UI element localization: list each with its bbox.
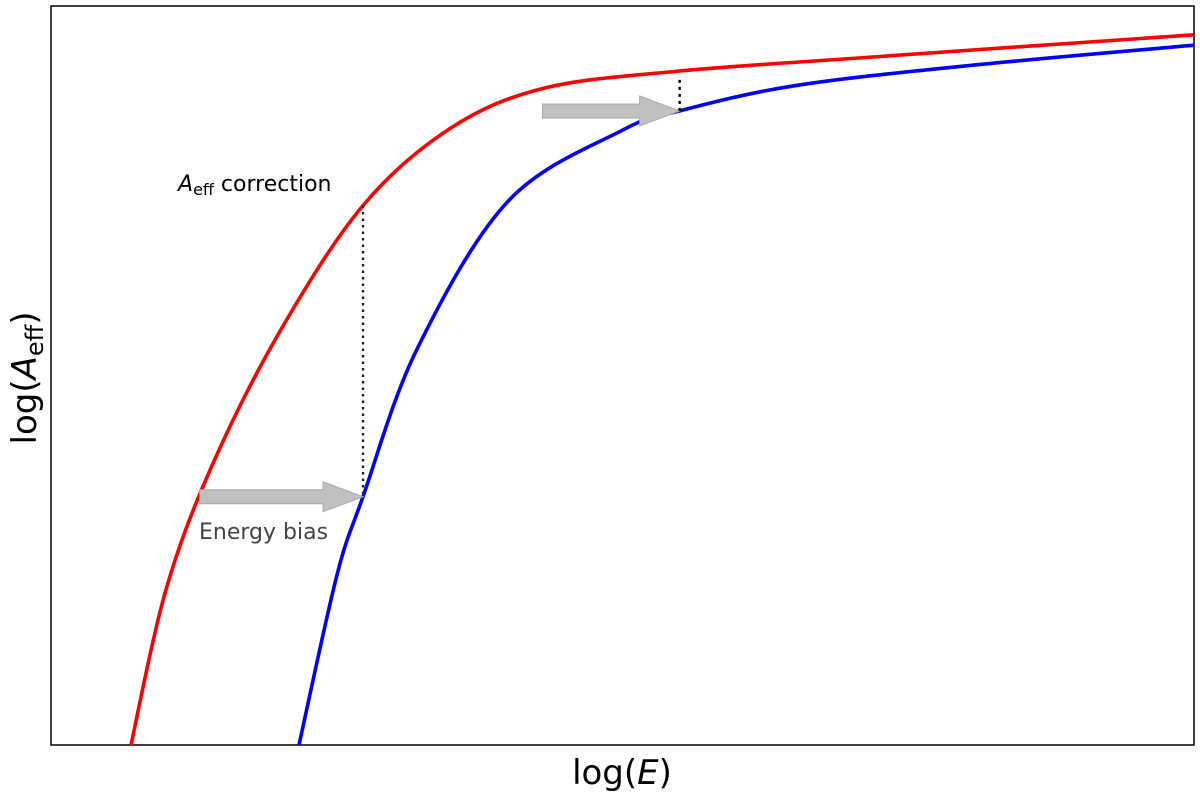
series-layer: [129, 33, 1194, 745]
annotation-layer: [199, 79, 682, 513]
aeff-correction-label: Aeff correction: [176, 172, 331, 199]
high-energy-shift-arrow: [541, 95, 682, 127]
series-line-true-energy: [129, 33, 1194, 745]
energy-bias-arrow: [199, 480, 365, 513]
series-line-reconstructed-energy: [297, 43, 1194, 745]
x-axis-label: log(E): [572, 753, 672, 793]
y-axis-label: log(Aeff): [5, 312, 49, 445]
energy-bias-label: Energy bias: [199, 520, 328, 545]
